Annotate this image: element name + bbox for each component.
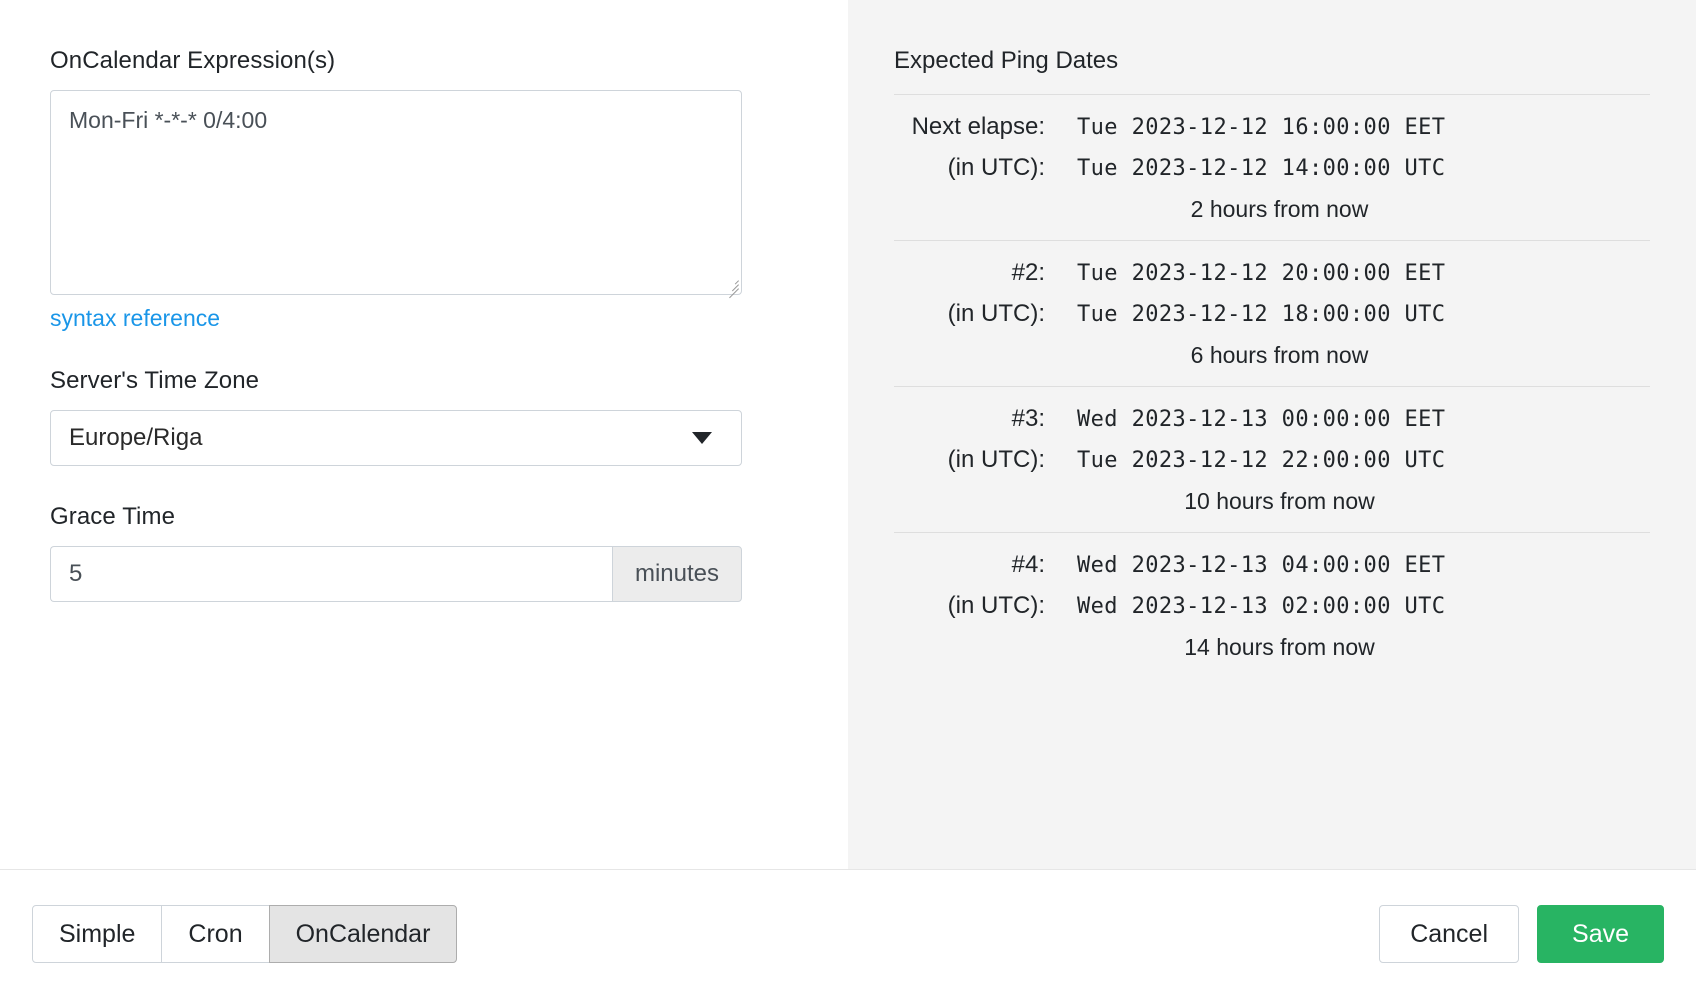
modal-body: OnCalendar Expression(s) syntax referenc…: [0, 0, 1696, 869]
cancel-button[interactable]: Cancel: [1379, 905, 1520, 963]
grace-time-group: minutes: [50, 546, 742, 602]
timezone-select[interactable]: Europe/Riga: [50, 410, 742, 466]
ping-date-row: Next elapse: Tue 2023-12-12 16:00:00 EET…: [894, 94, 1650, 240]
modal-footer: Simple Cron OnCalendar Cancel Save: [0, 869, 1696, 998]
grace-time-input[interactable]: [50, 546, 612, 602]
timezone-label: Server's Time Zone: [50, 367, 260, 394]
ping-date-row: #4: Wed 2023-12-13 04:00:00 EET (in UTC)…: [894, 532, 1650, 678]
ping-label: Next elapse:: [911, 113, 1045, 140]
ping-label: #2:: [1011, 259, 1045, 286]
ping-relative-text: 2 hours from now: [1190, 196, 1369, 222]
oncalendar-expression-label: OnCalendar Expression(s): [50, 47, 336, 74]
oncalendar-expression-input[interactable]: [50, 90, 742, 295]
ping-relative-text: 6 hours from now: [1190, 342, 1369, 368]
ping-utc-line: (in UTC): Tue 2023-12-12 22:00:00 UTC: [894, 445, 1650, 476]
schedule-form-pane: OnCalendar Expression(s) syntax referenc…: [0, 0, 848, 869]
timezone-selected-value: Europe/Riga: [69, 424, 203, 451]
oncalendar-expression-wrap: [50, 90, 742, 299]
ping-utc-line: (in UTC): Tue 2023-12-12 18:00:00 UTC: [894, 299, 1650, 330]
ping-utc-label: (in UTC):: [947, 154, 1045, 181]
chevron-down-icon: [692, 432, 712, 444]
ping-relative-text: 10 hours from now: [1184, 488, 1375, 514]
ping-label: #3:: [1011, 405, 1045, 432]
ping-utc-label: (in UTC):: [947, 592, 1045, 619]
footer-actions: Cancel Save: [1379, 905, 1664, 963]
expected-ping-dates-title: Expected Ping Dates: [894, 47, 1119, 74]
ping-relative-time: 2 hours from now: [894, 194, 1650, 224]
ping-utc-value: Wed 2023-12-13 02:00:00 UTC: [1077, 594, 1446, 619]
syntax-reference-link[interactable]: syntax reference: [50, 305, 221, 331]
expected-ping-dates-pane: Expected Ping Dates Next elapse: Tue 202…: [848, 0, 1696, 869]
ping-label: #4:: [1011, 551, 1045, 578]
ping-relative-text: 14 hours from now: [1184, 634, 1375, 660]
ping-utc-value: Tue 2023-12-12 18:00:00 UTC: [1077, 302, 1446, 327]
ping-utc-label: (in UTC):: [947, 300, 1045, 327]
ping-relative-time: 14 hours from now: [894, 632, 1650, 662]
save-button[interactable]: Save: [1537, 905, 1664, 963]
ping-date-row: #2: Tue 2023-12-12 20:00:00 EET (in UTC)…: [894, 240, 1650, 386]
ping-utc-line: (in UTC): Tue 2023-12-12 14:00:00 UTC: [894, 153, 1650, 184]
grace-time-label: Grace Time: [50, 503, 176, 530]
grace-time-unit-addon: minutes: [611, 546, 742, 602]
ping-date-row: #3: Wed 2023-12-13 00:00:00 EET (in UTC)…: [894, 386, 1650, 532]
tab-simple[interactable]: Simple: [32, 905, 163, 963]
spacer: [50, 466, 798, 502]
ping-local-value: Wed 2023-12-13 04:00:00 EET: [1077, 553, 1446, 578]
ping-utc-line: (in UTC): Wed 2023-12-13 02:00:00 UTC: [894, 591, 1650, 622]
schedule-mode-tabs: Simple Cron OnCalendar: [32, 905, 458, 963]
ping-utc-label: (in UTC):: [947, 446, 1045, 473]
ping-relative-time: 10 hours from now: [894, 486, 1650, 516]
tab-oncalendar[interactable]: OnCalendar: [268, 905, 458, 963]
ping-local-line: Next elapse: Tue 2023-12-12 16:00:00 EET: [894, 112, 1650, 143]
ping-local-line: #3: Wed 2023-12-13 00:00:00 EET: [894, 404, 1650, 435]
ping-local-value: Tue 2023-12-12 20:00:00 EET: [1077, 261, 1446, 286]
ping-relative-time: 6 hours from now: [894, 340, 1650, 370]
ping-local-line: #4: Wed 2023-12-13 04:00:00 EET: [894, 550, 1650, 581]
ping-utc-value: Tue 2023-12-12 22:00:00 UTC: [1077, 448, 1446, 473]
tab-cron[interactable]: Cron: [161, 905, 270, 963]
ping-local-value: Wed 2023-12-13 00:00:00 EET: [1077, 407, 1446, 432]
spacer: [50, 332, 798, 366]
ping-local-value: Tue 2023-12-12 16:00:00 EET: [1077, 115, 1446, 140]
ping-utc-value: Tue 2023-12-12 14:00:00 UTC: [1077, 156, 1446, 181]
ping-local-line: #2: Tue 2023-12-12 20:00:00 EET: [894, 258, 1650, 289]
